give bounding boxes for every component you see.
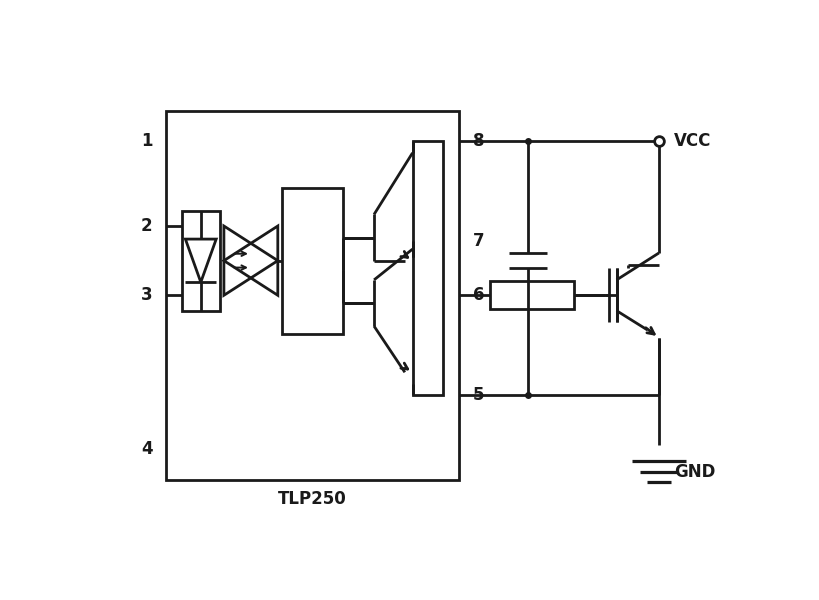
Bar (489, 281, 573, 309)
Text: 1: 1 (141, 132, 152, 150)
Text: GND: GND (673, 463, 715, 481)
Bar (281, 187, 343, 334)
Text: 2: 2 (141, 217, 152, 235)
Text: 4: 4 (141, 440, 152, 458)
Bar (166, 110, 458, 480)
Text: 6: 6 (472, 286, 483, 304)
Text: 8: 8 (472, 132, 483, 150)
Text: 5: 5 (472, 386, 483, 404)
Text: VCC: VCC (673, 132, 711, 150)
Text: TLP250: TLP250 (278, 490, 346, 508)
Text: 3: 3 (141, 286, 152, 304)
Bar (181, 211, 219, 311)
Bar (412, 142, 443, 395)
Text: 7: 7 (472, 232, 484, 250)
